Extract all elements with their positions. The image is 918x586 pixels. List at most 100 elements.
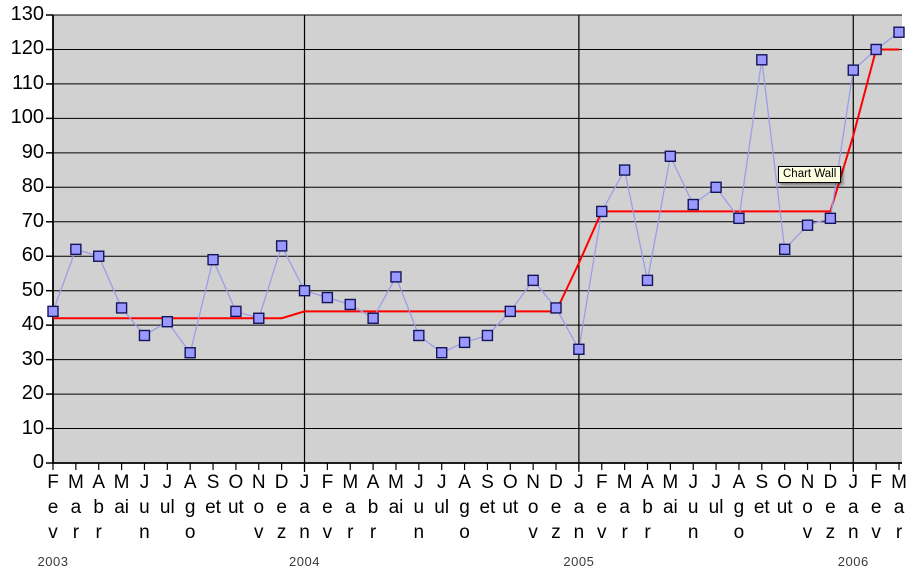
tooltip: Chart Wall (778, 166, 842, 183)
data-point-marker[interactable] (893, 26, 905, 38)
year-label: 2006 (837, 554, 869, 569)
x-axis-label: J a n (847, 472, 859, 543)
x-axis-label: M a r (67, 472, 84, 543)
data-point-marker[interactable] (824, 212, 837, 225)
y-axis-label: 40 (21, 313, 44, 336)
x-axis-label: A b r (92, 472, 106, 543)
x-axis-label: F e v (321, 472, 334, 543)
data-point-marker[interactable] (138, 329, 151, 342)
data-point-marker[interactable] (390, 271, 402, 283)
data-point-marker[interactable] (504, 305, 516, 318)
x-axis-label: J ul (434, 472, 450, 518)
data-point-marker[interactable] (801, 219, 814, 231)
data-point-marker[interactable] (207, 253, 219, 266)
data-point-marker[interactable] (115, 302, 128, 314)
x-axis-label: A b r (641, 472, 654, 543)
x-axis-label: O ut (227, 472, 244, 518)
data-point-marker[interactable] (93, 250, 105, 262)
data-point-marker[interactable] (527, 274, 539, 287)
data-point-marker[interactable] (367, 312, 379, 324)
x-axis-label: D e z (823, 472, 838, 543)
y-axis-label: 10 (21, 416, 44, 439)
x-axis-label: M ai (662, 472, 679, 518)
x-axis-label: S et (479, 472, 496, 518)
year-label: 2004 (289, 554, 320, 569)
x-axis-label: D e z (274, 472, 289, 543)
x-axis-label: M a r (616, 472, 633, 543)
y-axis-label: 80 (21, 175, 44, 198)
x-axis-label: F e v (870, 472, 882, 543)
x-axis-label: N o v (251, 472, 266, 543)
data-point-marker[interactable] (641, 274, 654, 287)
data-point-marker[interactable] (733, 212, 745, 225)
x-axis-label: J u n (687, 472, 699, 543)
y-axis-label: 50 (21, 278, 44, 301)
data-line-series[interactable] (52, 31, 900, 355)
x-axis-label: J ul (159, 472, 175, 518)
chart-wall[interactable] (53, 15, 902, 463)
data-point-marker[interactable] (184, 347, 196, 359)
data-point-marker[interactable] (481, 329, 494, 342)
x-axis-label: S et (205, 472, 221, 518)
x-axis-label: J ul (708, 472, 724, 518)
year-label: 2005 (563, 554, 595, 569)
data-point-marker[interactable] (847, 64, 859, 76)
x-axis-label: N o v (800, 472, 815, 543)
x-axis-label: J u n (413, 472, 425, 543)
data-point-marker[interactable] (298, 284, 311, 297)
y-axis-label: 120 (10, 37, 44, 60)
y-axis-label: 110 (12, 71, 44, 94)
x-axis-label: M a r (891, 472, 907, 543)
y-axis-label: 90 (21, 140, 44, 163)
x-axis-label: A b r (366, 472, 380, 543)
data-point-marker[interactable] (756, 54, 768, 66)
x-axis-label: D e z (549, 472, 563, 543)
data-point-marker[interactable] (70, 243, 82, 256)
data-point-marker[interactable] (710, 181, 722, 194)
x-axis-label: A g o (732, 472, 746, 543)
data-point-marker[interactable] (596, 205, 608, 218)
x-axis-label: M ai (113, 472, 130, 518)
x-axis-label: N o v (526, 472, 541, 543)
data-point-marker[interactable] (47, 305, 59, 318)
tooltip-text: Chart Wall (783, 168, 837, 180)
x-axis-label: O ut (502, 472, 519, 518)
x-axis-label: A g o (458, 472, 471, 543)
data-point-marker[interactable] (687, 198, 699, 211)
data-point-marker[interactable] (275, 240, 288, 252)
x-axis-label: J a n (573, 472, 585, 543)
data-point-marker[interactable] (573, 343, 585, 355)
y-axis-label: 60 (21, 244, 44, 267)
y-axis-label: 0 (32, 451, 44, 473)
data-point-marker[interactable] (253, 312, 265, 324)
data-point-marker[interactable] (550, 302, 562, 314)
y-axis-label: 70 (21, 209, 44, 232)
y-axis-label: 130 (10, 3, 44, 25)
data-point-marker[interactable] (870, 43, 882, 56)
data-point-marker[interactable] (458, 336, 471, 349)
x-axis-label: M a r (342, 472, 359, 543)
x-axis-label: S et (753, 472, 770, 518)
data-point-marker[interactable] (778, 243, 791, 256)
x-axis-label: F e v (595, 472, 608, 543)
data-point-marker[interactable] (161, 316, 174, 328)
x-axis-label: F e v (47, 472, 59, 543)
x-axis-label: J a n (299, 472, 310, 543)
x-axis-label: O ut (776, 472, 793, 518)
data-point-marker[interactable] (230, 305, 242, 318)
data-point-marker[interactable] (321, 291, 334, 304)
y-axis-label: 20 (21, 382, 44, 405)
data-point-marker[interactable] (664, 150, 677, 162)
y-axis-label: 100 (10, 106, 44, 129)
step-line-series[interactable] (53, 48, 899, 320)
data-point-marker[interactable] (344, 298, 356, 311)
x-axis-label: J u n (139, 472, 150, 543)
year-label: 2003 (37, 554, 69, 569)
data-point-marker[interactable] (413, 329, 425, 342)
y-axis-label: 30 (21, 347, 44, 370)
data-point-marker[interactable] (618, 164, 631, 176)
data-point-marker[interactable] (436, 347, 448, 359)
x-axis-label: M ai (388, 472, 404, 518)
